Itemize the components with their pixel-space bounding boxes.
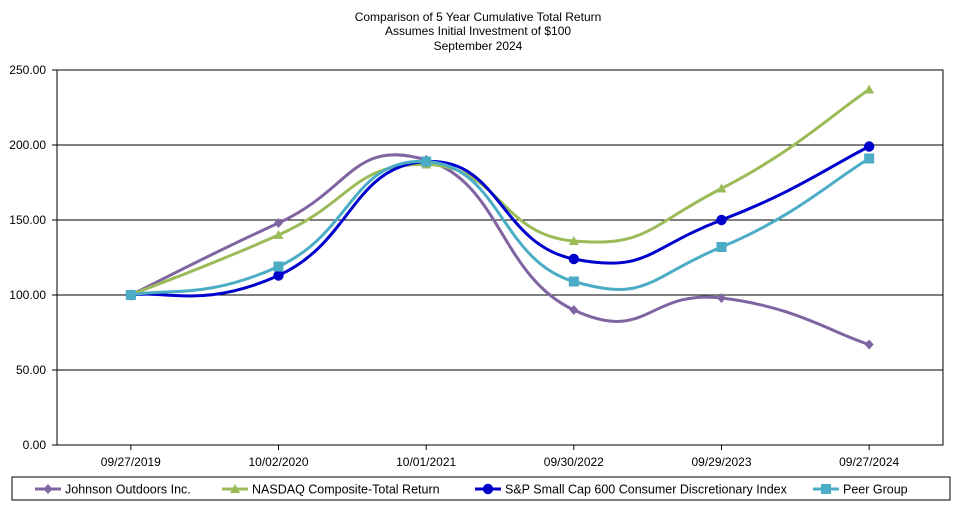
x-tick-label: 09/27/2024 (839, 455, 899, 469)
x-tick-label: 09/27/2019 (101, 455, 161, 469)
y-axis-tick-labels: 0.00 50.00 100.00 150.00 200.00 250.00 (9, 63, 46, 452)
title-line-3: September 2024 (434, 39, 523, 53)
data-point (273, 270, 284, 281)
chart-title: Comparison of 5 Year Cumulative Total Re… (355, 10, 602, 53)
title-line-2: Assumes Initial Investment of $100 (385, 24, 571, 38)
x-tick-label: 09/29/2023 (691, 455, 751, 469)
gridlines (52, 69, 943, 446)
data-point (273, 261, 284, 272)
data-point (716, 242, 727, 252)
data-point (568, 236, 579, 245)
x-axis-ticks (130, 445, 870, 450)
series-1 (125, 84, 875, 299)
legend-label: Johnson Outdoors Inc. (65, 483, 191, 497)
legend-label: NASDAQ Composite-Total Return (252, 483, 440, 497)
series-line (130, 145, 870, 298)
y-tick-label: 50.00 (16, 363, 46, 377)
x-tick-label: 10/02/2020 (248, 455, 308, 469)
y-tick-label: 100.00 (9, 288, 46, 302)
legend-label: Peer Group (843, 483, 908, 497)
data-point (421, 156, 432, 167)
plot-area-frame (56, 69, 944, 446)
series-line (130, 153, 870, 346)
title-line-1: Comparison of 5 Year Cumulative Total Re… (355, 10, 602, 24)
y-tick-label: 150.00 (9, 213, 46, 227)
legend-marker (230, 484, 240, 493)
data-point (863, 141, 875, 152)
x-tick-label: 10/01/2021 (396, 455, 456, 469)
x-tick-label: 09/30/2022 (544, 455, 604, 469)
y-tick-label: 200.00 (9, 138, 46, 152)
series-line (130, 157, 870, 297)
legend: Johnson Outdoors Inc. NASDAQ Composite-To… (11, 476, 951, 501)
series-lines (125, 84, 875, 350)
data-point (125, 290, 136, 300)
data-point (274, 218, 283, 228)
legend-marker (43, 484, 53, 494)
data-point (273, 230, 284, 239)
data-point (716, 214, 727, 226)
data-point (864, 339, 874, 350)
data-point (717, 293, 726, 303)
x-axis-tick-labels: 09/27/2019 10/02/2020 10/01/2021 09/30/2022… (101, 455, 900, 469)
series-line (130, 88, 871, 297)
y-tick-label: 250.00 (9, 63, 46, 77)
data-point (864, 153, 875, 164)
data-point (568, 253, 580, 265)
series-3 (125, 153, 875, 300)
legend-marker (821, 484, 831, 494)
data-point (569, 305, 579, 315)
legend-marker (482, 483, 494, 495)
data-point (568, 276, 579, 287)
data-point (716, 183, 727, 193)
legend-label: S&P Small Cap 600 Consumer Discretionary… (505, 483, 788, 497)
y-tick-label: 0.00 (23, 438, 47, 452)
data-point (864, 84, 875, 94)
